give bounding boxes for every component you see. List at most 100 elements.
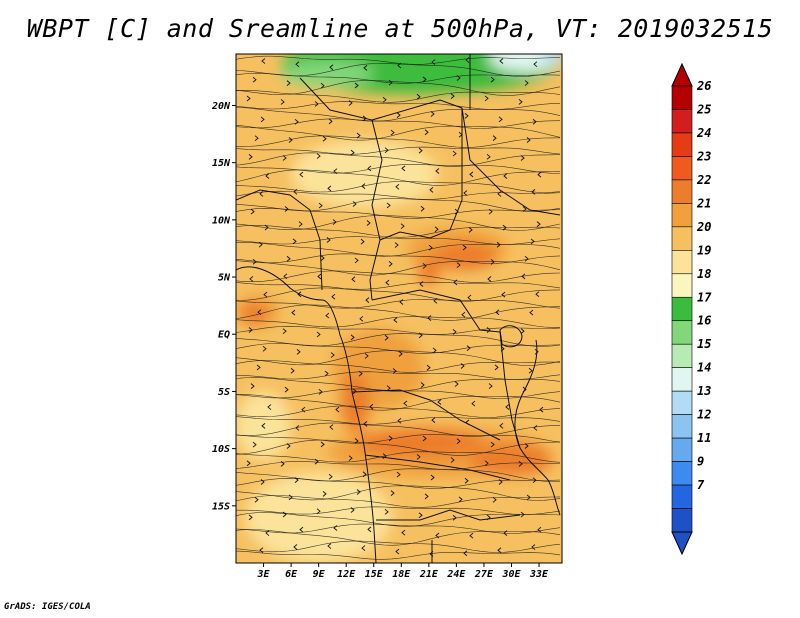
streamline-46 [236,468,561,482]
streamline-arrow-181 [295,425,300,431]
streamline-arrow-55 [299,171,304,178]
colorbar-swatch [671,132,693,157]
streamline-54 [236,540,561,553]
streamline-2 [236,72,561,84]
colorbar-label: 15 [697,337,711,351]
colorbar-swatch [671,343,693,368]
streamline-arrow-201 [348,455,353,462]
streamline-arrow-71 [531,189,536,195]
streamline-40 [236,416,561,425]
streamline-arrow-106 [490,259,495,265]
streamline-arrow-91 [292,238,297,245]
shading-region-15 [245,471,393,563]
streamline-arrow-199 [280,461,285,467]
streamline-arrow-88 [502,224,507,231]
streamline-arrow-189 [252,441,257,448]
streamline-arrow-196 [490,441,495,448]
streamline-arrow-204 [450,457,455,463]
streamline-arrow-107 [524,255,529,262]
streamline-arrow-53 [520,155,525,161]
streamline-arrow-75 [352,201,357,207]
country-borders [236,54,561,563]
shading-region-1 [281,59,374,88]
border-6 [351,389,501,441]
streamline-arrow-206 [518,461,523,467]
streamline-arrow-183 [363,421,368,427]
streamline-arrow-19 [280,99,285,105]
streamline-51 [236,512,561,527]
streamline-arrow-167 [420,382,425,388]
streamline-arrow-79 [488,208,493,215]
border-5 [371,289,501,333]
colorbar-swatch [671,437,693,462]
streamline-32 [236,343,561,354]
streamline-arrow-65 [327,185,332,192]
streamline-arrow-9 [252,76,257,83]
streamline-arrow-113 [419,281,424,287]
shading-region-14 [438,277,549,392]
streamline-arrow-120 [365,297,370,303]
streamline-arrow-148 [398,351,403,357]
streamline-23 [236,259,561,276]
streamline-arrow-134 [529,309,534,316]
streamline-arrow-159 [460,363,465,369]
border-3 [461,107,561,216]
colorbar-label: 24 [696,126,711,140]
streamline-arrow-116 [521,273,526,280]
streamline-arrow-250 [497,547,502,554]
colorbar-swatch [671,156,693,181]
streamline-arrow-155 [324,370,329,377]
streamline-arrow-115 [487,276,492,282]
streamline-arrow-54 [265,173,270,179]
streamline-arrow-175 [403,400,408,407]
streamline-arrow-249 [463,550,468,557]
coastline-west [236,266,377,563]
streamline-arrow-77 [420,205,425,212]
streamline-arrow-124 [501,291,506,298]
colorbar-swatch [671,320,693,345]
streamline-arrow-121 [399,299,404,305]
streamline-arrow-35 [532,118,537,125]
streamline-arrow-231 [452,514,457,521]
lat-tick-label: 15S [212,501,230,512]
streamline-arrow-168 [454,381,459,387]
streamline-11 [236,152,561,167]
streamline-17 [236,207,561,219]
streamline-arrow-97 [496,241,501,248]
streamline-arrow-84 [366,220,371,226]
streamline-arrow-10 [286,80,291,86]
shading-region-16 [291,139,439,209]
streamline-arrow-73 [284,206,289,212]
streamline-arrow-244 [293,544,298,550]
streamline-arrow-153 [256,364,261,371]
streamline-arrow-112 [385,279,390,286]
streamline-24 [236,270,561,283]
streamline-arrow-147 [364,353,369,359]
streamline-arrow-44 [526,137,531,143]
streamline-arrow-137 [316,331,321,338]
streamline-arrow-209 [328,473,333,480]
streamline-arrow-61 [503,173,508,179]
colorbar-label: 7 [697,478,705,492]
streamline-arrow-47 [316,153,321,159]
streamline-39 [236,405,561,418]
shading-region-3 [539,54,562,64]
streamline-arrow-49 [384,147,389,154]
streamline-arrow-82 [298,221,303,227]
border-11 [499,331,521,449]
streamline-arrow-197 [524,443,529,449]
streamline-29 [236,316,560,328]
streamline-30 [236,325,561,335]
streamline-arrow-69 [463,190,468,196]
streamline-arrow-182 [329,424,334,430]
colorbar-swatch [671,109,693,134]
streamline-arrow-80 [522,206,527,212]
streamline-arrow-213 [464,477,469,484]
streamline-arrow-164 [318,389,323,395]
streamline-arrow-114 [453,279,458,286]
streamline-arrow-38 [322,135,327,142]
streamline-arrow-223 [492,496,497,503]
streamline-arrow-218 [322,491,327,497]
streamline-arrow-227 [316,508,321,515]
streamline-arrow-132 [461,311,466,318]
